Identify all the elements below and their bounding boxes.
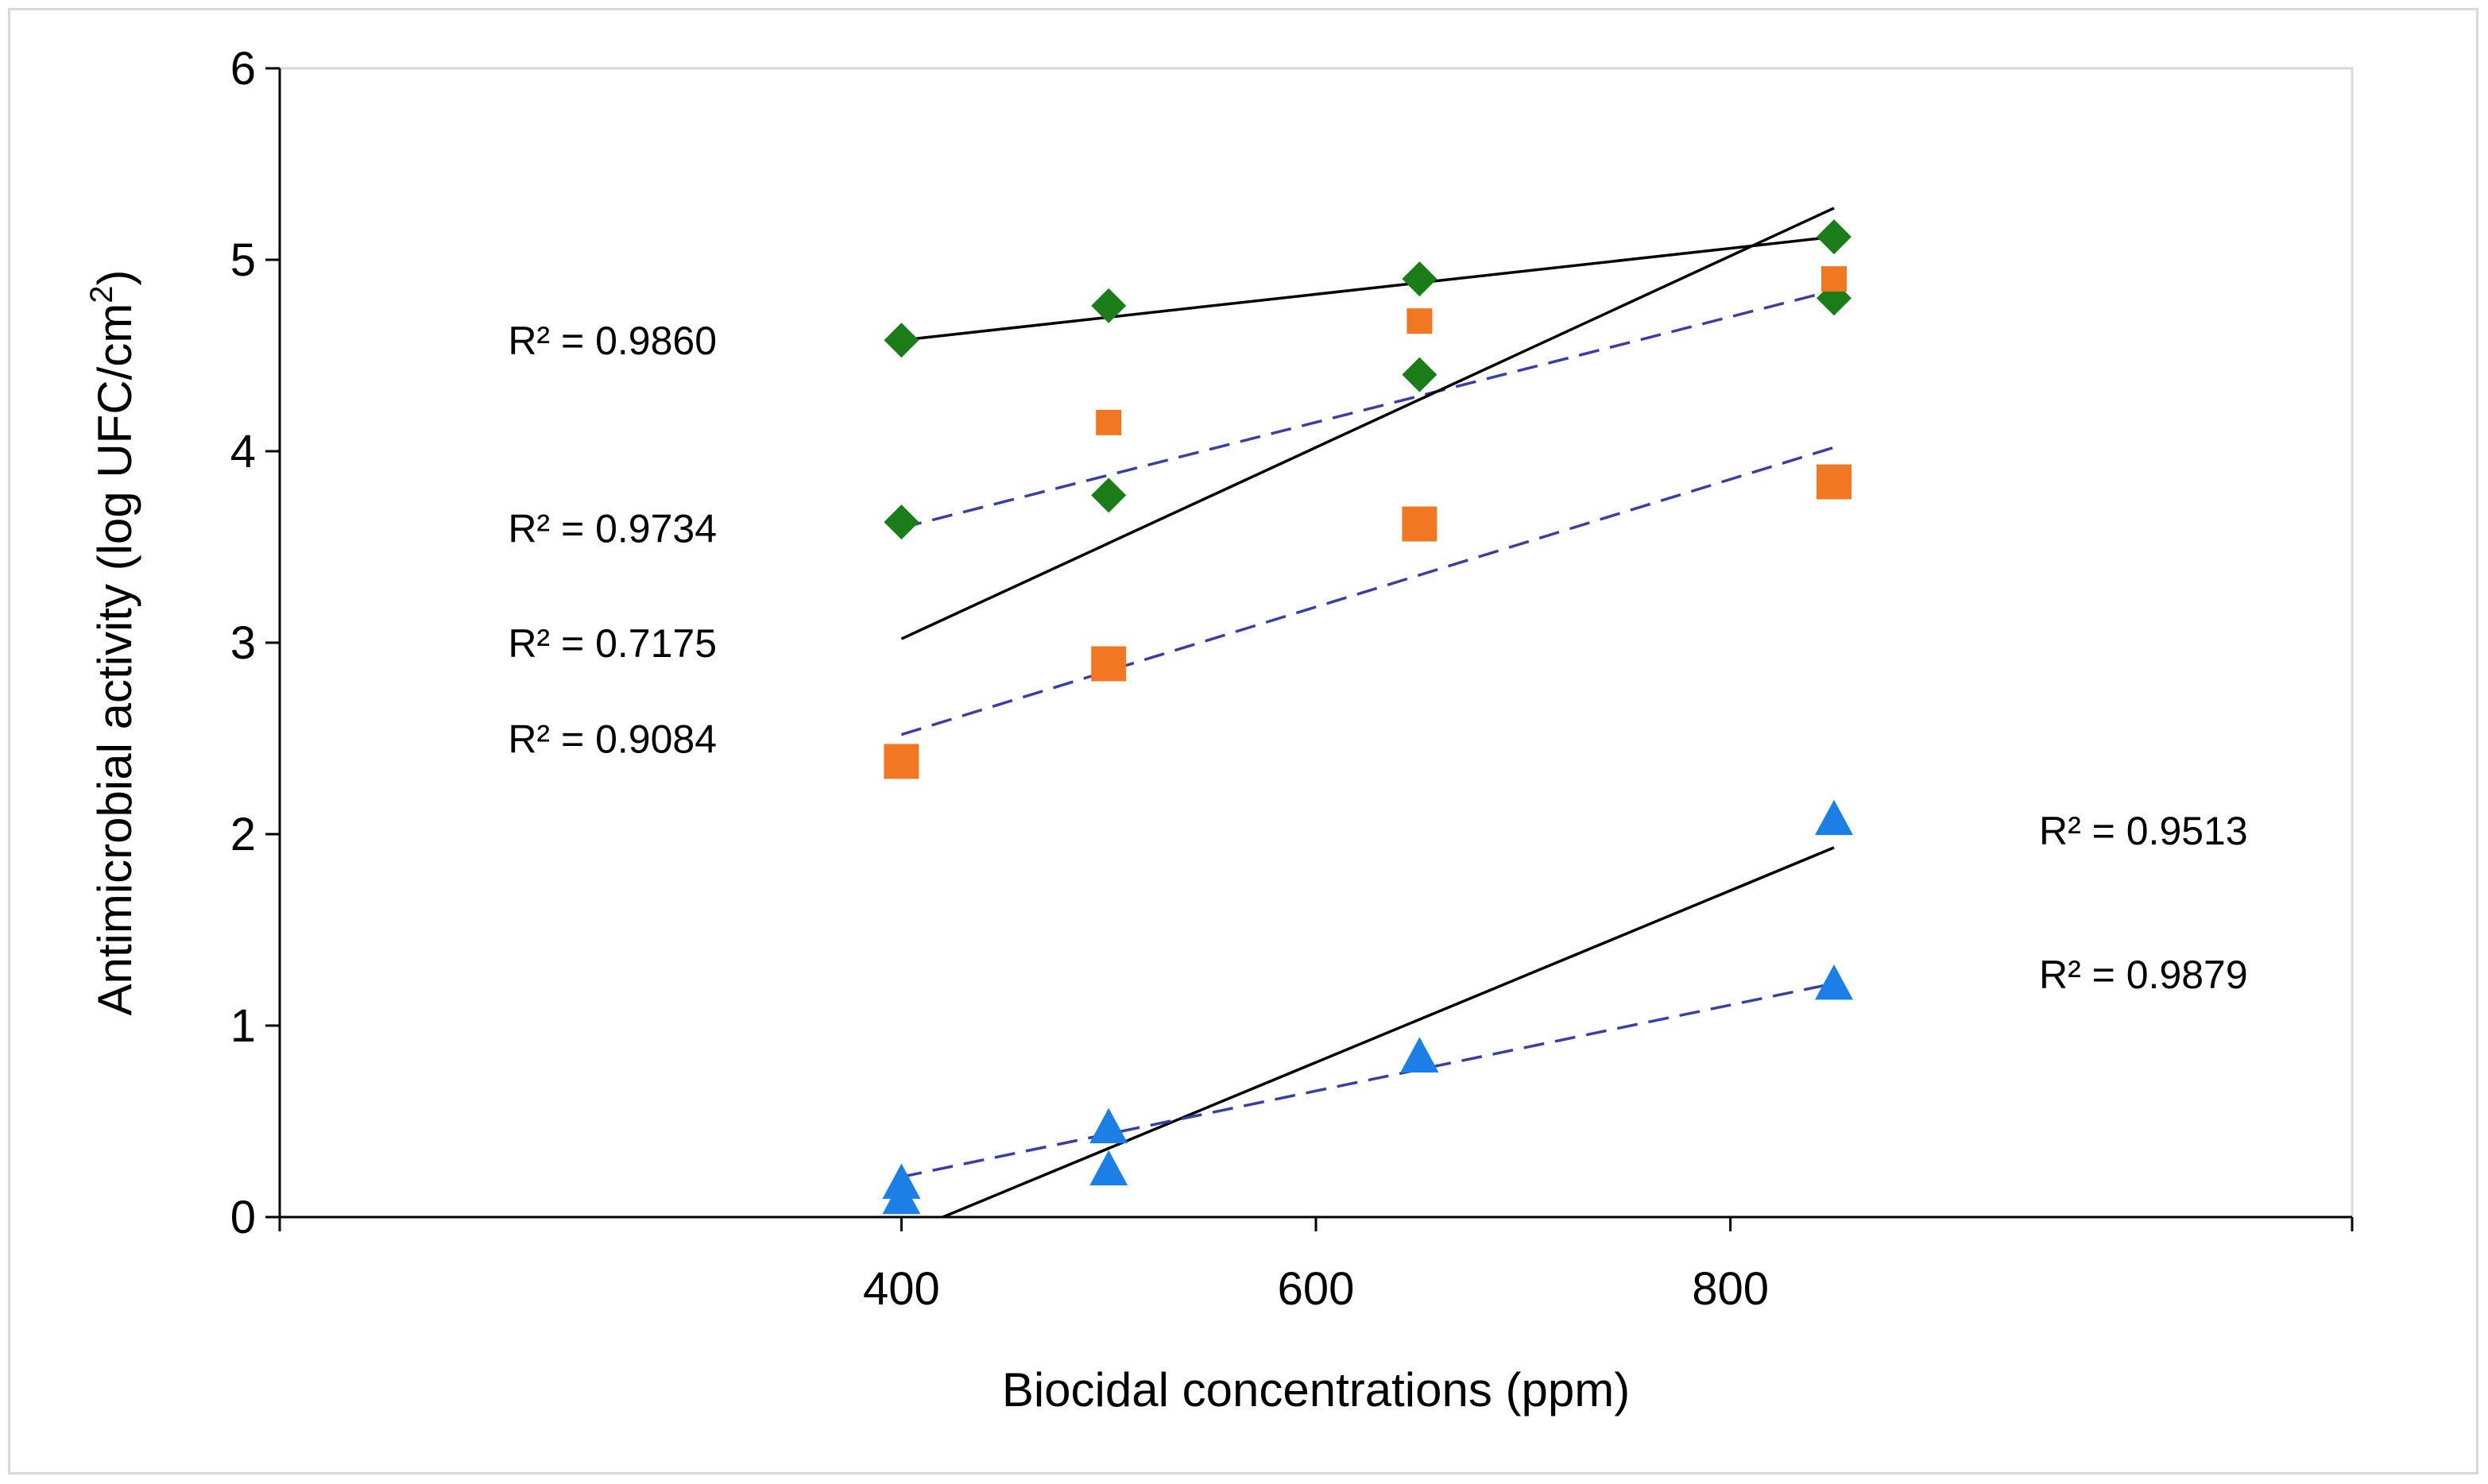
x-tick-label: 400 xyxy=(863,1263,940,1315)
x-axis-title: Biocidal concentrations (ppm) xyxy=(1002,1363,1630,1416)
square-marker xyxy=(1821,266,1847,292)
triangle-marker xyxy=(882,1163,921,1200)
triangle-marker xyxy=(1400,1037,1439,1072)
trendlines xyxy=(900,207,1835,1219)
solid-trendline xyxy=(942,846,1835,1219)
diamond-marker xyxy=(1402,357,1437,392)
r2-annotation: R² = 0.9084 xyxy=(508,717,717,762)
r2-annotation: R² = 0.7175 xyxy=(508,621,717,666)
diamond-marker xyxy=(1091,477,1127,513)
dashed-trendline xyxy=(901,982,1835,1179)
dashed-trendline xyxy=(900,446,1835,736)
y-tick-label: 3 xyxy=(230,617,256,669)
solid-trendline xyxy=(900,207,1835,640)
y-tick-label: 1 xyxy=(230,1000,256,1052)
y-ticks: 0 1 2 3 4 5 6 xyxy=(230,43,280,1243)
diamond-marker xyxy=(1091,288,1127,323)
x-tick-label: 600 xyxy=(1278,1263,1355,1315)
y-tick-label: 2 xyxy=(230,809,256,860)
chart-frame xyxy=(8,8,2478,1474)
square-marker xyxy=(1091,646,1127,682)
y-axis-title: Antimicrobial activity (log UFC/cm2) xyxy=(84,269,141,1015)
diamond-marker xyxy=(884,323,919,358)
y-tick-label: 4 xyxy=(230,426,256,477)
x-ticks: 400 600 800 xyxy=(278,1217,2354,1315)
r2-annotation: R² = 0.9513 xyxy=(2039,809,2248,853)
r2-annotations: R² = 0.9860 R² = 0.9734 R² = 0.7175 R² = 0.… xyxy=(508,319,2247,997)
square-marker xyxy=(1407,308,1433,334)
triangle-marker xyxy=(1089,1150,1128,1186)
y-axis-title-sup: 2 xyxy=(84,285,119,303)
x-tick-label: 800 xyxy=(1692,1263,1769,1315)
dashed-trendline xyxy=(900,288,1835,530)
y-axis-title-group: Antimicrobial activity (log UFC/cm2) xyxy=(84,269,141,1015)
data-points xyxy=(882,219,1853,1215)
y-tick-label: 0 xyxy=(230,1192,256,1243)
y-tick-label: 6 xyxy=(230,43,256,95)
square-marker xyxy=(1096,409,1122,435)
diamond-marker xyxy=(1817,219,1851,255)
y-axis-title-close: ) xyxy=(88,269,141,285)
y-axis-title-main: Antimicrobial activity (log UFC/cm xyxy=(88,303,141,1016)
y-tick-label: 5 xyxy=(230,234,256,286)
r2-annotation: R² = 0.9734 xyxy=(508,506,717,551)
triangle-marker xyxy=(1815,799,1853,836)
square-marker xyxy=(1817,464,1851,500)
square-marker xyxy=(1402,506,1437,542)
triangle-marker xyxy=(1089,1107,1128,1144)
diamond-marker xyxy=(884,504,919,540)
r2-annotation: R² = 0.9879 xyxy=(2039,953,2248,997)
solid-trendline xyxy=(901,235,1835,342)
square-marker xyxy=(884,744,919,779)
diamond-marker xyxy=(1402,261,1437,297)
r2-annotation: R² = 0.9860 xyxy=(508,319,717,363)
triangle-marker xyxy=(1815,964,1853,1000)
